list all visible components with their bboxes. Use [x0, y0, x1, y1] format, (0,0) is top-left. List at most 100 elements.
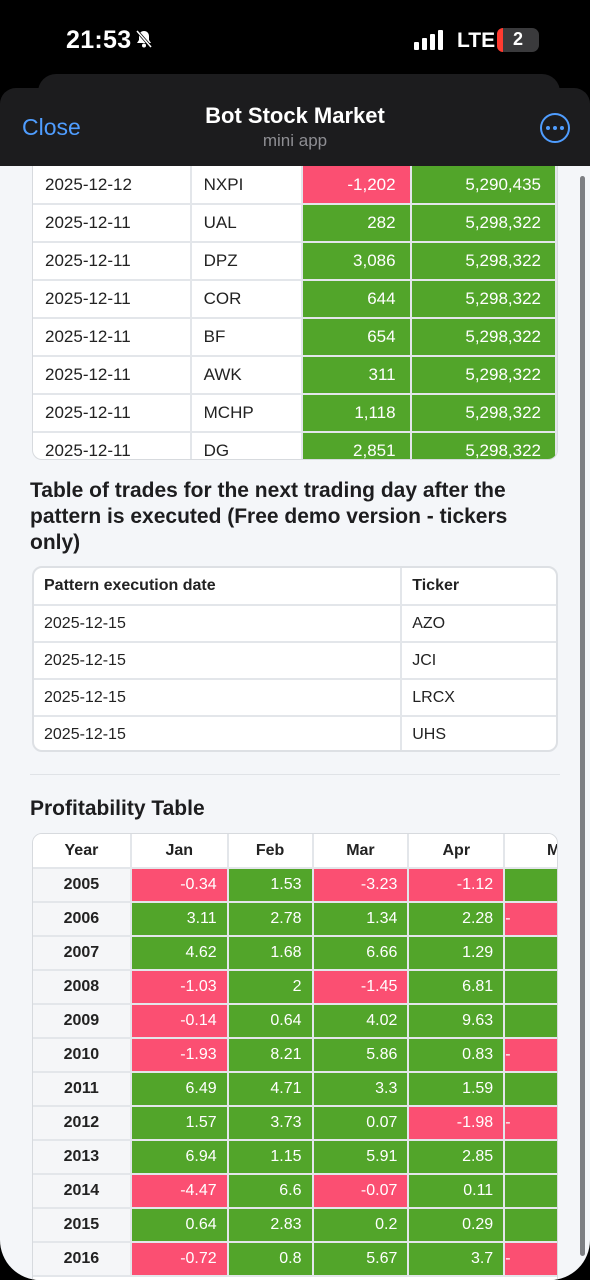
status-bar: 21:53 LTE 2: [0, 0, 590, 80]
column-header-apr: Apr: [408, 834, 506, 869]
monthly-return-cell: 1.53: [227, 868, 314, 903]
monthly-return-cell: 2.83: [227, 1208, 314, 1243]
app-content[interactable]: 2025-12-12 NXPI -1,202 5,290,435 2025-12-11 U…: [0, 166, 590, 1280]
table-row: 2006 3.11 2.78 1.34 2.28-: [33, 902, 557, 937]
table-row: 2025-12-11 DG 2,851 5,298,322: [33, 432, 557, 459]
profitability-table-title: Profitability Table: [30, 797, 205, 820]
monthly-return-cell: 0.83: [408, 1038, 506, 1073]
next-day-table-container: Pattern execution date Ticker 2025-12-15…: [32, 566, 558, 752]
monthly-return-cell: 2.85: [408, 1140, 506, 1175]
column-header-year: Year: [33, 834, 132, 869]
next-day-table-title: Table of trades for the next trading day…: [30, 479, 508, 554]
column-header-jan: Jan: [130, 834, 229, 869]
monthly-return-cell: 9.63: [408, 1004, 506, 1039]
trade-balance-cell: 5,298,322: [410, 318, 557, 357]
table-row: 2025-12-11 COR 644 5,298,322: [33, 280, 557, 319]
monthly-return-cell: 3.11: [130, 902, 229, 937]
monthly-return-cell: 3.3: [312, 1072, 410, 1107]
monthly-return-cell: 0.07: [312, 1106, 410, 1141]
trade-ticker-cell: DPZ: [190, 242, 304, 281]
table-row: 2025-12-15 JCI: [34, 642, 556, 680]
trade-ticker-cell: MCHP: [190, 394, 304, 433]
table-row: 2025-12-11 BF 654 5,298,322: [33, 318, 557, 357]
monthly-return-cell: 0.64: [227, 1004, 314, 1039]
monthly-return-cell: [504, 1072, 557, 1107]
year-cell: 2010: [33, 1038, 132, 1073]
next-day-table: Pattern execution date Ticker 2025-12-15…: [34, 568, 556, 750]
close-button[interactable]: Close: [22, 114, 81, 140]
monthly-return-cell: -0.07: [312, 1174, 410, 1209]
ticker-cell: JCI: [401, 642, 556, 680]
table-row: 2025-12-15 LRCX: [34, 679, 556, 717]
trade-ticker-cell: AWK: [190, 356, 304, 395]
section-divider: [30, 774, 560, 775]
monthly-return-cell: 1.34: [312, 902, 410, 937]
trade-date-cell: 2025-12-11: [33, 204, 192, 243]
status-time: 21:53: [66, 26, 132, 54]
monthly-return-cell: 2.28: [408, 902, 506, 937]
bell-muted-icon: [134, 29, 154, 54]
trade-profit-cell: 654: [302, 318, 412, 357]
monthly-return-cell: 5.86: [312, 1038, 410, 1073]
trade-balance-cell: 5,298,322: [410, 356, 557, 395]
profitability-table-container[interactable]: YearJanFebMarAprMa 2005-0.341.53-3.23-1.…: [32, 833, 558, 1280]
more-options-icon[interactable]: [540, 113, 570, 143]
trade-date-cell: 2025-12-11: [33, 394, 192, 433]
trade-balance-cell: 5,298,322: [410, 432, 557, 459]
monthly-return-cell: 1.29: [408, 936, 506, 971]
execution-date-cell: 2025-12-15: [34, 716, 403, 750]
mini-app-header: Close Bot Stock Market mini app: [0, 88, 590, 166]
year-cell: 2007: [33, 936, 132, 971]
year-cell: 2006: [33, 902, 132, 937]
table-row: 2025-12-11 DPZ 3,086 5,298,322: [33, 242, 557, 281]
monthly-return-cell: [504, 1208, 557, 1243]
monthly-return-cell: [504, 1140, 557, 1175]
trade-profit-cell: 644: [302, 280, 412, 319]
ticker-cell: AZO: [401, 605, 556, 643]
battery-level: 2: [512, 29, 523, 49]
trade-date-cell: 2025-12-11: [33, 242, 192, 281]
table-row: 2025-12-15 AZO: [34, 605, 556, 643]
table-row: 2015 0.64 2.83 0.2 0.29: [33, 1208, 557, 1243]
monthly-return-cell: -4.47: [130, 1174, 229, 1209]
monthly-return-cell: 0.29: [408, 1208, 506, 1243]
table-row: 2012 1.57 3.73 0.07 -1.98-: [33, 1106, 557, 1141]
scrollbar[interactable]: [580, 176, 585, 1256]
monthly-return-cell: 1.15: [227, 1140, 314, 1175]
trade-ticker-cell: UAL: [190, 204, 304, 243]
table-row: 2025-12-12 NXPI -1,202 5,290,435: [33, 166, 557, 205]
monthly-return-cell: [504, 936, 557, 971]
year-cell: 2008: [33, 970, 132, 1005]
monthly-return-cell: -1.98: [408, 1106, 506, 1141]
year-cell: 2016: [33, 1242, 132, 1277]
trade-date-cell: 2025-12-11: [33, 280, 192, 319]
table-row: 2013 6.94 1.15 5.91 2.85: [33, 1140, 557, 1175]
monthly-return-cell: 6.6: [227, 1174, 314, 1209]
monthly-return-cell: 1.68: [227, 936, 314, 971]
column-header-feb: Feb: [227, 834, 314, 869]
table-row: 2007 4.62 1.68 6.66 1.29: [33, 936, 557, 971]
trade-date-cell: 2025-12-11: [33, 356, 192, 395]
table-row: 2016 -0.72 0.8 5.67 3.7-: [33, 1242, 557, 1277]
monthly-return-cell: -1.45: [312, 970, 410, 1005]
monthly-return-cell: -1.03: [130, 970, 229, 1005]
trade-date-cell: 2025-12-12: [33, 166, 192, 205]
app-title: Bot Stock Market: [205, 103, 385, 128]
monthly-return-cell: 4.62: [130, 936, 229, 971]
table-row: 2008 -1.03 2 -1.45 6.81: [33, 970, 557, 1005]
monthly-return-cell: -0.14: [130, 1004, 229, 1039]
profitability-table: YearJanFebMarAprMa 2005-0.341.53-3.23-1.…: [33, 834, 557, 1277]
trade-balance-cell: 5,298,322: [410, 280, 557, 319]
year-cell: 2013: [33, 1140, 132, 1175]
monthly-return-cell: 2.78: [227, 902, 314, 937]
trade-date-cell: 2025-12-11: [33, 318, 192, 357]
table-row: 2025-12-11 AWK 311 5,298,322: [33, 356, 557, 395]
network-type: LTE: [457, 29, 496, 52]
monthly-return-cell: -: [504, 1038, 557, 1073]
trades-table-container[interactable]: 2025-12-12 NXPI -1,202 5,290,435 2025-12-11 U…: [32, 166, 558, 460]
trade-profit-cell: 2,851: [302, 432, 412, 459]
table-row: 2011 6.49 4.71 3.3 1.59: [33, 1072, 557, 1107]
monthly-return-cell: 0.11: [408, 1174, 506, 1209]
year-cell: 2012: [33, 1106, 132, 1141]
monthly-return-cell: 5.67: [312, 1242, 410, 1277]
